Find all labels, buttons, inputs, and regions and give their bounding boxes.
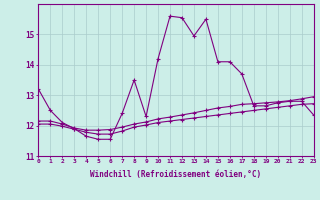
X-axis label: Windchill (Refroidissement éolien,°C): Windchill (Refroidissement éolien,°C) [91, 170, 261, 179]
